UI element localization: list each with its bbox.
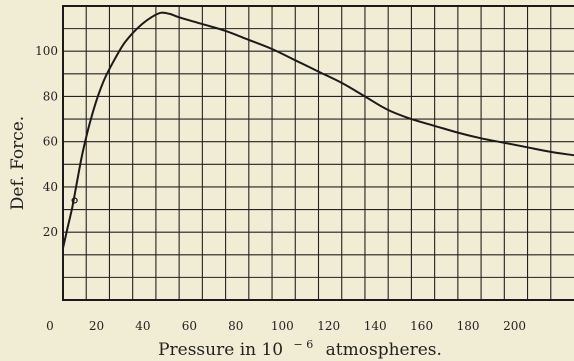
x-tick-label: 160: [410, 319, 433, 333]
x-tick-label: 120: [317, 319, 340, 333]
x-axis-label-prefix: Pressure in 10: [158, 340, 283, 360]
x-axis-label-exponent: − 6: [294, 338, 314, 351]
data-markers: [71, 197, 78, 204]
x-tick-label: 20: [89, 319, 104, 333]
x-tick-label: 0: [46, 319, 54, 333]
x-tick-label: 200: [503, 319, 526, 333]
y-tick-label: 60: [43, 135, 58, 149]
y-tick-label: 100: [35, 44, 58, 58]
y-tick-labels: 20 40 60 80 100: [35, 44, 58, 239]
x-tick-label: 180: [457, 319, 480, 333]
x-tick-label: 140: [364, 319, 387, 333]
y-tick-label: 80: [43, 89, 58, 103]
y-axis-label: Def. Force.: [8, 116, 28, 210]
x-tick-label: 100: [271, 319, 294, 333]
y-tick-label: 20: [43, 225, 58, 239]
x-tick-label: 40: [135, 319, 150, 333]
x-axis-label-suffix: atmospheres.: [326, 340, 442, 360]
plot-frame: [62, 5, 574, 301]
data-point-open-circle: [71, 197, 78, 204]
x-tick-label: 80: [228, 319, 243, 333]
force-curve-line: [62, 11, 574, 249]
plot-grid: [63, 6, 574, 300]
x-tick-labels: 0 20 40 60 80 100 120 140 160 180 200: [46, 319, 526, 333]
x-axis-label: Pressure in 10 − 6 atmospheres.: [158, 333, 442, 360]
x-tick-label: 60: [182, 319, 197, 333]
y-tick-label: 40: [43, 180, 58, 194]
